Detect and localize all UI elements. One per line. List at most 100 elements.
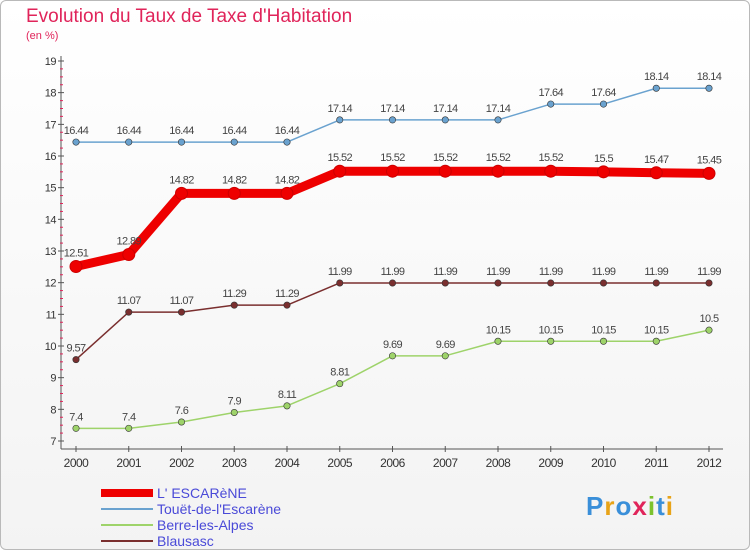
data-point — [175, 186, 188, 200]
data-label: 11.29 — [222, 288, 246, 300]
data-label: 17.64 — [538, 87, 563, 99]
data-label: 11.99 — [328, 266, 352, 278]
data-label: 10.5 — [699, 313, 718, 325]
x-tick-label: 2006 — [380, 456, 406, 470]
legend-label: Touët-de-l'Escarène — [157, 501, 282, 517]
data-point — [72, 424, 80, 432]
data-label: 11.07 — [117, 295, 141, 307]
data-label: 11.07 — [170, 295, 194, 307]
data-label: 11.99 — [592, 266, 616, 278]
data-point — [438, 164, 452, 178]
data-label: 18.14 — [644, 71, 669, 83]
y-tick-label: 9 — [50, 373, 56, 385]
data-label: 14.82 — [275, 174, 300, 186]
x-tick-label: 2002 — [169, 456, 195, 470]
data-label: 16.44 — [116, 125, 141, 137]
data-label: 12.51 — [64, 248, 89, 260]
x-tick-label: 2007 — [433, 456, 459, 470]
data-label: 15.52 — [486, 152, 511, 164]
data-point — [599, 337, 607, 345]
data-label: 11.99 — [486, 266, 510, 278]
data-label: 16.44 — [64, 125, 89, 137]
data-label: 11.99 — [433, 266, 457, 278]
data-point — [72, 356, 80, 364]
data-label: 7.4 — [69, 411, 83, 423]
data-point — [283, 402, 291, 410]
data-label: 14.82 — [222, 174, 247, 186]
data-label: 10.15 — [538, 324, 563, 336]
data-label: 15.5 — [594, 153, 613, 165]
data-label: 15.52 — [380, 152, 405, 164]
x-tick-label: 2004 — [275, 456, 301, 470]
logo-letter: t — [656, 491, 666, 521]
data-point — [705, 326, 713, 334]
y-tick-label: 14 — [45, 214, 57, 226]
data-point — [280, 186, 294, 200]
data-point — [547, 279, 555, 287]
legend-swatch — [101, 524, 153, 526]
proxiti-logo: Proxiti — [586, 491, 674, 522]
data-point — [491, 164, 505, 178]
data-label: 10.15 — [644, 324, 669, 336]
data-label: 7.9 — [228, 396, 242, 408]
data-label: 15.52 — [433, 152, 458, 164]
data-point — [69, 260, 83, 274]
data-point — [441, 279, 449, 287]
data-label: 11.99 — [381, 266, 405, 278]
data-point — [227, 186, 241, 200]
y-tick-label: 18 — [45, 88, 57, 100]
data-point — [547, 337, 555, 345]
data-label: 10.15 — [591, 324, 616, 336]
data-point — [494, 279, 502, 287]
data-label: 11.99 — [644, 266, 668, 278]
logo-letter: x — [632, 491, 648, 521]
legend-swatch — [101, 540, 153, 542]
data-point — [494, 116, 502, 124]
y-tick-label: 15 — [45, 183, 57, 195]
data-point — [122, 247, 136, 261]
data-label: 16.44 — [275, 125, 300, 137]
y-tick-label: 13 — [45, 246, 57, 258]
logo-letter: r — [604, 491, 616, 521]
data-point — [702, 166, 716, 180]
x-tick-label: 2012 — [697, 456, 723, 470]
legend-swatch — [101, 508, 153, 510]
data-label: 17.64 — [591, 87, 616, 99]
data-point — [649, 166, 663, 180]
data-point — [386, 164, 399, 178]
data-label: 11.99 — [539, 266, 563, 278]
y-tick-label: 11 — [46, 309, 57, 321]
y-tick-label: 16 — [45, 151, 57, 163]
data-label: 12.89 — [116, 235, 141, 247]
data-label: 15.45 — [697, 154, 722, 166]
data-point — [597, 165, 610, 179]
logo-letter: P — [586, 491, 605, 521]
data-point — [652, 84, 660, 92]
data-label: 10.15 — [486, 324, 511, 336]
x-tick-label: 2011 — [644, 456, 669, 470]
x-tick-label: 2010 — [591, 456, 617, 470]
legend-label: Blausasc — [157, 533, 214, 549]
data-label: 15.52 — [538, 152, 563, 164]
data-point — [599, 279, 607, 287]
logo-letter: i — [665, 491, 674, 521]
data-point — [178, 138, 186, 146]
data-point — [705, 279, 713, 287]
data-point — [599, 100, 607, 108]
data-point — [547, 100, 555, 108]
data-point — [230, 408, 238, 416]
x-tick-label: 2005 — [327, 456, 353, 470]
data-point — [336, 279, 344, 287]
x-tick-label: 2008 — [486, 456, 512, 470]
data-point — [230, 138, 238, 146]
data-label: 8.81 — [330, 367, 349, 379]
data-label: 17.14 — [380, 103, 405, 115]
data-point — [441, 116, 449, 124]
data-label: 9.57 — [66, 343, 85, 355]
data-label: 15.47 — [644, 154, 669, 166]
y-tick-label: 7 — [50, 436, 56, 448]
data-point — [494, 337, 502, 345]
data-point — [72, 138, 80, 146]
